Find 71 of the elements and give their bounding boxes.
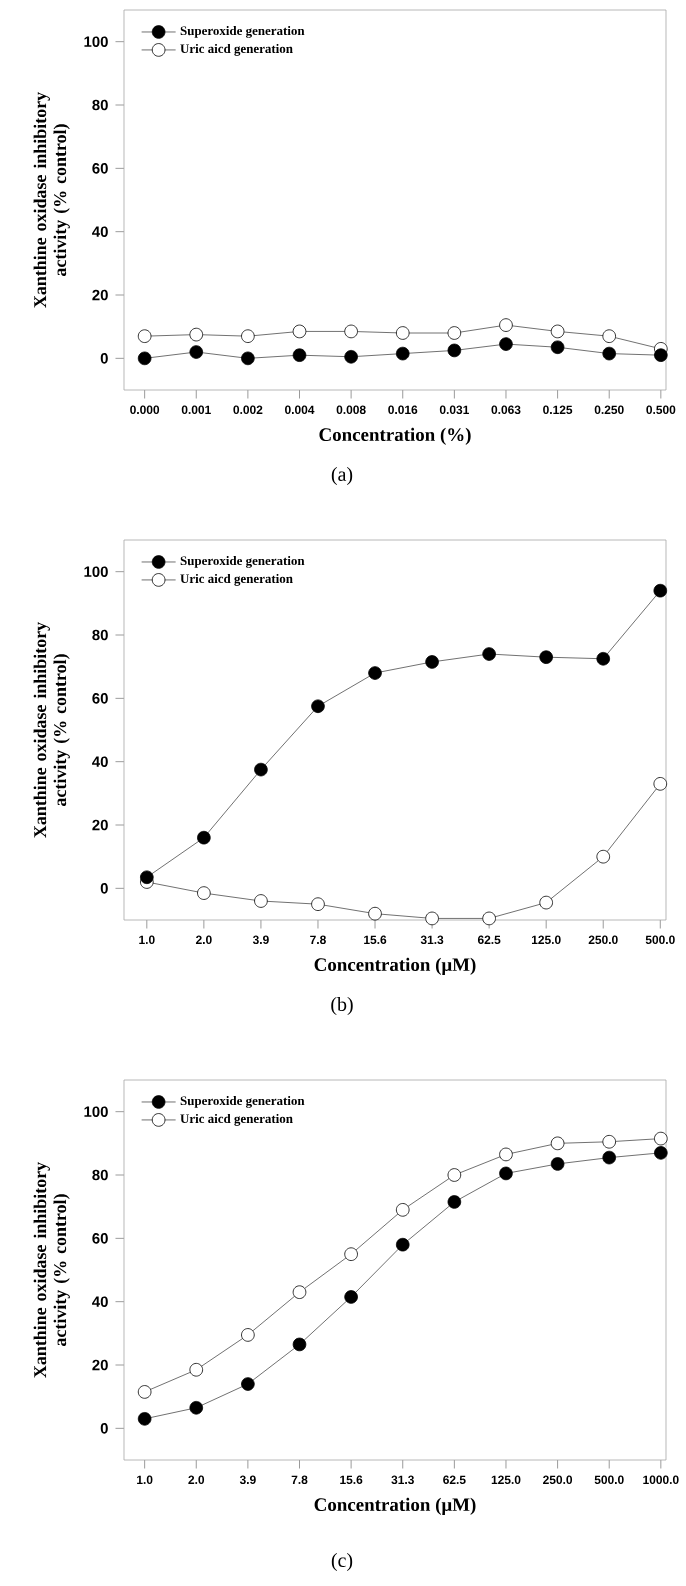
point — [396, 346, 410, 361]
point — [368, 906, 382, 921]
y-axis-title: Xanthine oxidase inhibitory activity (% control) — [33, 622, 70, 838]
point — [447, 326, 462, 340]
point — [292, 1285, 307, 1299]
point — [425, 655, 439, 669]
point — [197, 886, 211, 900]
point — [653, 777, 668, 791]
point — [241, 351, 255, 366]
point — [602, 1134, 617, 1149]
point — [344, 1247, 359, 1261]
point — [550, 324, 565, 339]
point — [447, 1168, 462, 1182]
point — [241, 1377, 255, 1391]
point — [254, 762, 268, 777]
point — [499, 1166, 513, 1181]
point — [602, 1150, 617, 1165]
point — [425, 911, 439, 926]
point — [499, 337, 513, 351]
point — [140, 870, 154, 885]
point — [550, 340, 565, 355]
x-axis-title: Concentration (μM) — [314, 957, 476, 975]
point — [292, 324, 307, 339]
point — [396, 1237, 410, 1252]
point — [292, 1337, 307, 1352]
point — [138, 351, 152, 366]
point — [653, 583, 668, 598]
point — [550, 1157, 565, 1171]
point — [189, 1400, 204, 1415]
text: (b) — [331, 996, 353, 1016]
y-axis-title: Xanthine oxidase inhibitory activity (% control) — [33, 92, 70, 308]
point — [189, 345, 204, 359]
point — [596, 651, 611, 666]
point — [138, 1385, 152, 1399]
point — [602, 346, 617, 361]
point — [482, 647, 497, 661]
point — [197, 830, 211, 845]
x-axis-title: Concentration (μM) — [314, 1497, 476, 1515]
text: (c) — [331, 1552, 353, 1572]
point — [189, 327, 204, 342]
point — [138, 1412, 152, 1426]
x-axis-title: Concentration (%) — [319, 427, 471, 445]
point — [344, 349, 359, 364]
point — [138, 329, 152, 343]
point — [447, 343, 462, 358]
point — [396, 1203, 410, 1217]
point — [654, 348, 668, 362]
point — [602, 329, 617, 343]
point — [368, 666, 382, 680]
point — [539, 650, 554, 664]
point — [654, 1146, 668, 1160]
point — [654, 1131, 668, 1146]
point — [344, 1290, 359, 1304]
point — [311, 897, 325, 911]
point — [241, 329, 255, 343]
point — [539, 895, 554, 910]
point — [596, 849, 611, 864]
point — [550, 1136, 565, 1151]
point — [499, 318, 513, 332]
point — [499, 1147, 513, 1162]
point — [311, 699, 325, 714]
point — [447, 1195, 462, 1209]
text: (a) — [331, 466, 353, 486]
point — [189, 1362, 204, 1377]
point — [396, 326, 410, 340]
point — [482, 911, 497, 926]
point — [254, 894, 268, 908]
y-axis-title: Xanthine oxidase inhibitory activity (% control) — [33, 1162, 70, 1378]
point — [292, 348, 307, 362]
point — [241, 1328, 255, 1342]
point — [344, 324, 359, 339]
